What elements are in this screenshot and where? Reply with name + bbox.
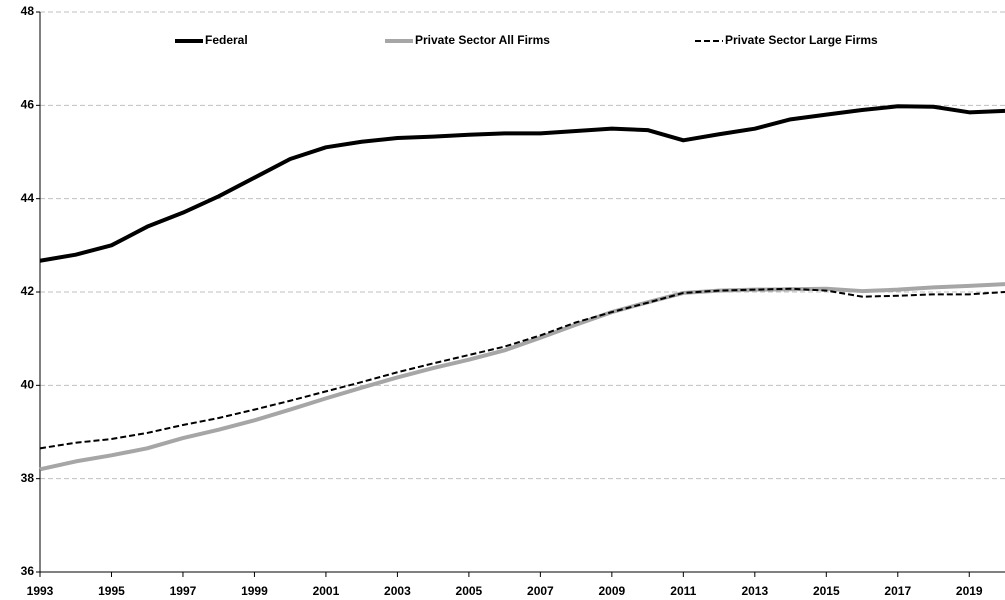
x-tick-label: 1999 <box>241 584 268 598</box>
x-tick-label: 2015 <box>813 584 840 598</box>
y-tick-label: 36 <box>21 564 35 578</box>
y-tick-label: 48 <box>21 4 35 18</box>
y-tick-label: 46 <box>21 98 35 112</box>
x-tick-label: 1993 <box>27 584 54 598</box>
legend-label: Private Sector All Firms <box>415 33 550 47</box>
x-tick-label: 2017 <box>884 584 911 598</box>
x-tick-label: 2011 <box>670 584 696 598</box>
series-line <box>39 287 1005 450</box>
series-line <box>39 104 1005 263</box>
y-tick-label: 38 <box>21 471 35 485</box>
legend-label: Federal <box>205 33 248 47</box>
x-tick-label: 2019 <box>956 584 983 598</box>
x-tick-label: 2007 <box>527 584 554 598</box>
x-tick-label: 1995 <box>98 584 125 598</box>
y-tick-label: 40 <box>21 378 35 392</box>
y-tick-label: 42 <box>21 284 35 298</box>
x-tick-label: 2001 <box>313 584 340 598</box>
y-tick-label: 44 <box>21 191 35 205</box>
series-line <box>39 282 1005 472</box>
x-tick-label: 1997 <box>170 584 197 598</box>
x-tick-label: 2003 <box>384 584 411 598</box>
x-tick-label: 2005 <box>456 584 483 598</box>
x-tick-label: 2009 <box>599 584 626 598</box>
legend-label: Private Sector Large Firms <box>725 33 878 47</box>
x-tick-label: 2013 <box>741 584 768 598</box>
